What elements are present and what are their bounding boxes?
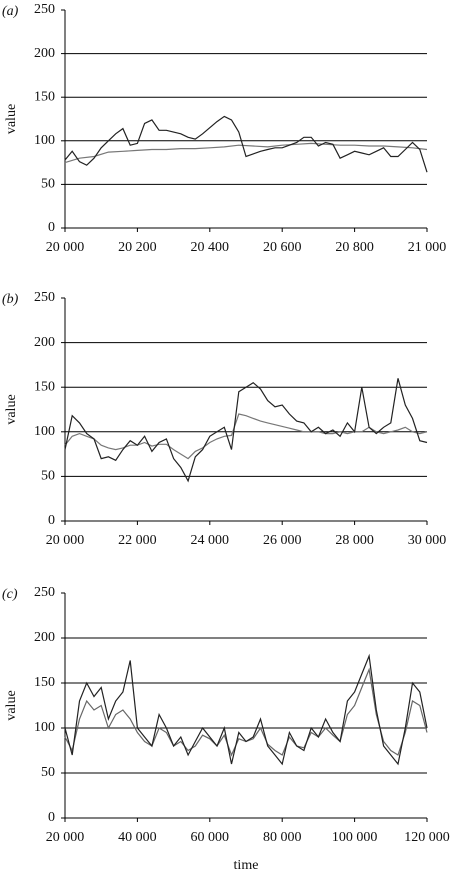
y-axis-label: value [4,690,19,720]
y-tick-label: 200 [34,46,55,61]
y-tick-label: 250 [34,290,55,305]
y-tick-label: 200 [34,335,55,350]
x-tick-label: 80 000 [263,830,302,845]
x-tick-label: 24 000 [191,533,230,548]
y-tick-label: 50 [41,765,55,780]
panel-label: (c) [2,587,18,602]
x-tick-label: 28 000 [335,533,374,548]
y-tick-label: 250 [34,2,55,17]
x-tick-label: 60 000 [191,830,230,845]
y-tick-label: 50 [41,177,55,192]
x-tick-label: 20 600 [263,240,302,255]
y-tick-label: 50 [41,469,55,484]
y-tick-label: 100 [34,720,55,735]
x-tick-label: 120 000 [404,830,450,845]
y-tick-label: 0 [48,220,55,235]
panel-label: (a) [2,4,19,19]
series-line [64,142,428,164]
x-axis-label: time [234,858,259,873]
x-tick-label: 100 000 [332,830,378,845]
x-tick-label: 21 000 [408,240,447,255]
series-line [64,413,428,460]
y-axis-label: value [4,104,19,134]
x-tick-label: 20 000 [46,830,85,845]
y-tick-label: 0 [48,513,55,528]
x-tick-label: 22 000 [118,533,157,548]
y-tick-label: 100 [34,424,55,439]
y-tick-label: 200 [34,630,55,645]
x-tick-label: 20 000 [46,533,85,548]
y-tick-label: 150 [34,675,55,690]
x-tick-label: 20 000 [46,240,85,255]
series-line [64,653,428,766]
y-tick-label: 100 [34,133,55,148]
y-tick-label: 150 [34,379,55,394]
x-tick-label: 20 200 [118,240,157,255]
panel-label: (b) [2,292,19,307]
x-tick-label: 20 800 [335,240,374,255]
x-tick-label: 40 000 [118,830,157,845]
y-tick-label: 150 [34,89,55,104]
x-tick-label: 26 000 [263,533,302,548]
x-tick-label: 20 400 [191,240,230,255]
series-line [64,115,428,173]
y-axis-label: value [4,394,19,424]
y-tick-label: 0 [48,810,55,825]
x-tick-label: 30 000 [408,533,447,548]
series-line [64,378,428,483]
y-tick-label: 250 [34,585,55,600]
